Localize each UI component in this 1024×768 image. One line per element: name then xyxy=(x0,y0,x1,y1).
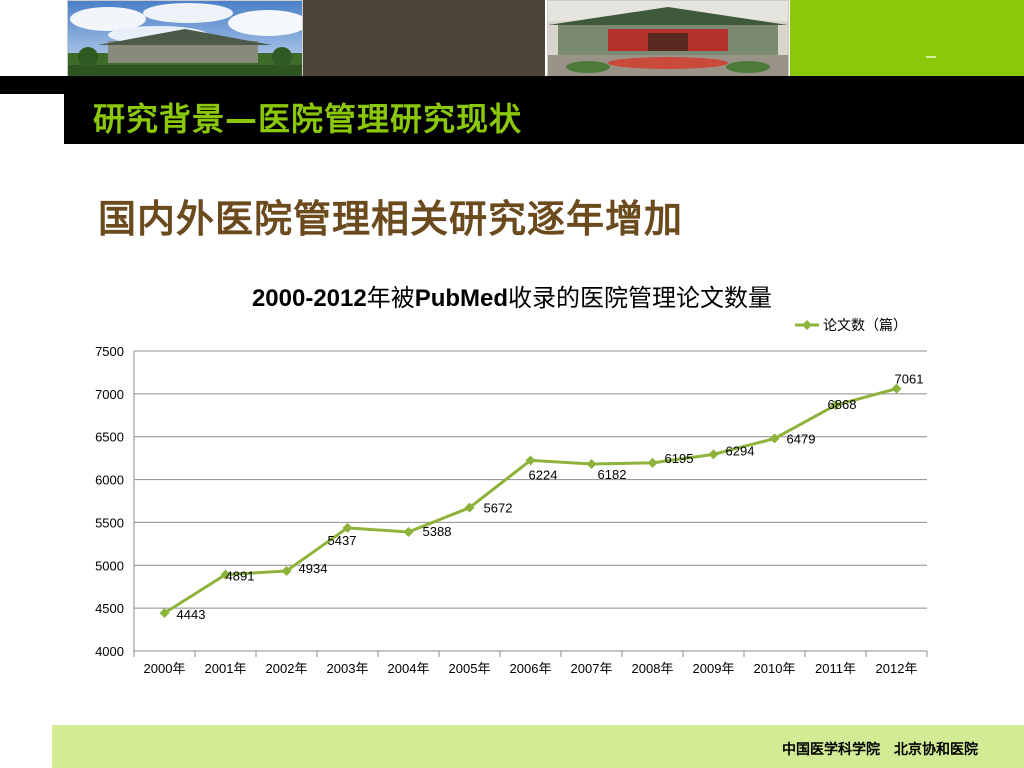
x-tick-label: 2002年 xyxy=(266,661,308,676)
footer-text: 中国医学科学院 北京协和医院 xyxy=(782,742,978,758)
data-point xyxy=(220,569,231,580)
top-banner xyxy=(0,0,1024,78)
legend-label: 论文数（篇） xyxy=(823,317,907,333)
data-point xyxy=(342,522,353,533)
data-point xyxy=(159,608,170,619)
series-line xyxy=(163,387,897,615)
data-label: 6868 xyxy=(828,397,857,412)
data-label: 5437 xyxy=(328,533,357,548)
x-tick-label: 2010年 xyxy=(754,661,796,676)
y-tick-label: 4500 xyxy=(95,601,124,616)
data-point xyxy=(281,565,292,576)
y-tick-label: 6000 xyxy=(95,473,124,488)
y-tick-label: 5000 xyxy=(95,558,124,573)
x-tick-label: 2008年 xyxy=(632,661,674,676)
section-title: 研究背景—医院管理研究现状 xyxy=(93,100,523,138)
x-tick-label: 2006年 xyxy=(510,661,552,676)
data-point xyxy=(891,383,902,394)
data-label: 6294 xyxy=(726,443,755,458)
data-label: 7061 xyxy=(895,372,924,387)
x-tick-label: 2005年 xyxy=(449,661,491,676)
data-label: 5672 xyxy=(484,501,513,516)
data-point xyxy=(586,458,597,469)
data-label: 6224 xyxy=(529,467,558,482)
title-bar-top xyxy=(0,76,1024,94)
footer-bar: 中国医学科学院 北京协和医院 xyxy=(52,725,1024,768)
x-tick-label: 2012年 xyxy=(876,661,918,676)
chart-title-years: 2000-2012 xyxy=(251,285,367,312)
banner-dark-block xyxy=(303,0,545,76)
x-tick-label: 2009年 xyxy=(693,661,735,676)
data-point xyxy=(403,527,414,538)
data-label: 4891 xyxy=(226,569,255,584)
y-tick-label: 7500 xyxy=(95,344,124,359)
x-tick-label: 2011年 xyxy=(815,661,856,676)
building-photo-right xyxy=(547,0,789,78)
line-chart: 4000 4500 5000 5500 6000 6500 7000 7500 2000年 200… xyxy=(95,317,928,676)
chart-title-pubmed: PubMed xyxy=(414,285,509,312)
banner-left-gap xyxy=(0,0,66,78)
x-tick-label: 2007年 xyxy=(571,661,613,676)
chart-title: 2000-2012年被PubMed收录的医院管理论文数量 xyxy=(0,278,1024,313)
data-label: 6182 xyxy=(598,467,627,482)
x-tick-label: 2003年 xyxy=(327,661,369,676)
building-photo-left xyxy=(67,0,303,78)
banner-green-block xyxy=(790,0,1024,76)
data-point xyxy=(830,400,841,411)
x-tick-label: 2000年 xyxy=(144,661,186,676)
y-tick-label: 5500 xyxy=(95,515,124,530)
y-tick-label: 7000 xyxy=(95,387,124,402)
data-point xyxy=(464,502,475,513)
data-label: 5388 xyxy=(423,524,452,539)
data-label: 6479 xyxy=(787,432,816,447)
legend-marker xyxy=(802,320,812,330)
x-tick-label: 2001年 xyxy=(205,661,247,676)
slide-heading: 国内外医院管理相关研究逐年增加 xyxy=(98,197,684,241)
data-point xyxy=(708,449,719,460)
data-label: 4443 xyxy=(177,607,206,622)
chart-title-text1: 年被 xyxy=(366,284,415,312)
data-point xyxy=(525,455,536,466)
y-tick-label: 4000 xyxy=(95,644,124,659)
data-label: 6195 xyxy=(665,451,694,466)
chart-title-text2: 收录的医院管理论文数量 xyxy=(508,284,773,312)
data-point xyxy=(769,433,780,444)
data-label: 4934 xyxy=(299,561,328,576)
banner-dash xyxy=(926,56,936,58)
x-tick-label: 2004年 xyxy=(388,661,430,676)
y-tick-label: 6500 xyxy=(95,430,124,445)
data-point xyxy=(647,457,658,468)
title-bar xyxy=(64,94,1024,144)
